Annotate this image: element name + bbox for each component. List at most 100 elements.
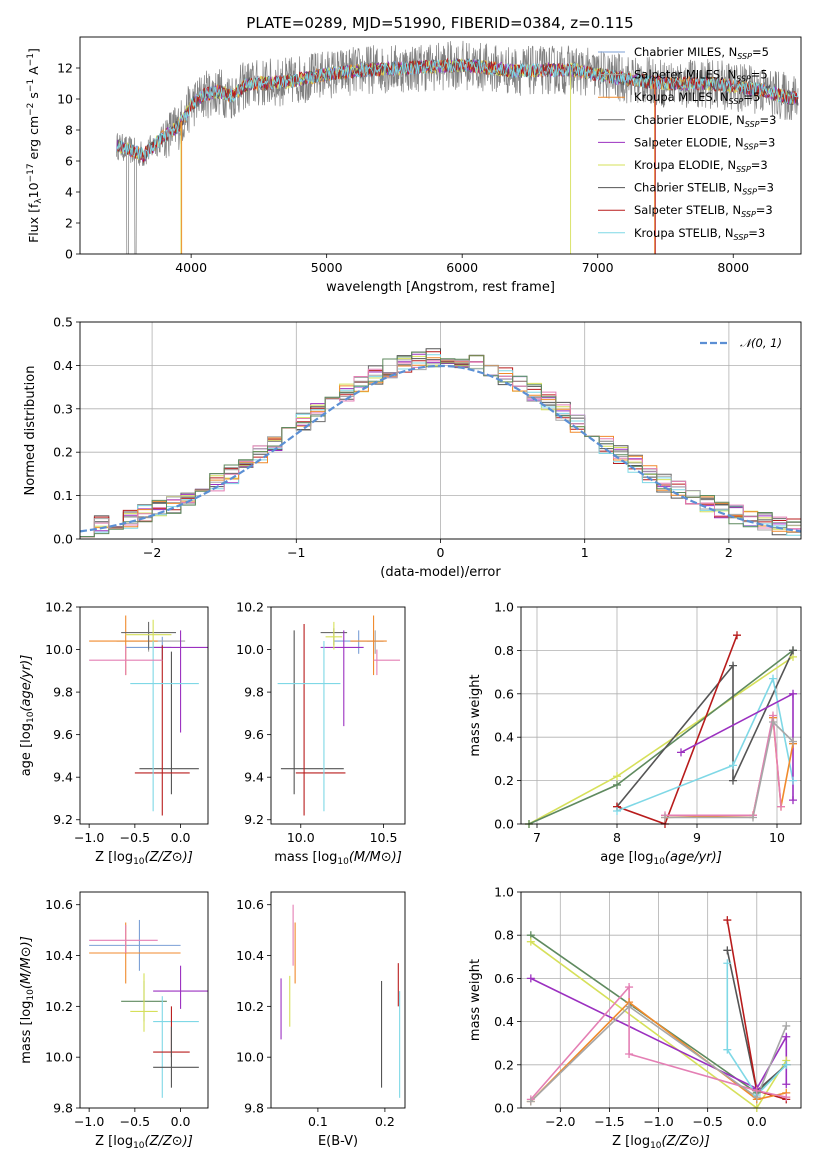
mass-weight-point-marker: [526, 974, 535, 983]
weight_vs_Z-xlabel-sub: 10: [650, 1141, 662, 1151]
legend-entry-rest: =3: [757, 181, 774, 195]
legend-entry-rest: =3: [751, 158, 768, 172]
mass-weight-point-marker: [677, 748, 685, 757]
weight_vs_age-ylabel: mass weight: [468, 674, 483, 756]
residuals-xtick-label: 0: [437, 545, 445, 560]
mass-weight-point-marker: [625, 1002, 634, 1011]
mass-weight-point-marker: [777, 802, 785, 811]
mass_vs_Z-ytick-label: 10.2: [45, 999, 73, 1014]
weight_vs_age-plot-area: [528, 634, 794, 824]
legend-entry-label: Kroupa STELIB, NSSP=3: [634, 226, 765, 242]
mass-weight-point-marker: [769, 718, 777, 727]
age_vs_Z-ylabel-rest: (age/yr)]: [19, 655, 34, 712]
weight_vs_Z-ytick-label: 0.2: [494, 1057, 514, 1072]
legend-entry-label: Kroupa ELODIE, NSSP=3: [634, 158, 768, 174]
normal-distribution-curve: [80, 364, 801, 533]
residuals-ytick-label: 0.1: [53, 488, 73, 503]
legend-entry-sub: SSP: [729, 97, 744, 106]
weight_vs_age-xtick-label: 10: [769, 830, 785, 845]
mass-weight-point-marker: [749, 813, 757, 822]
age_vs_Z-frame: [79, 606, 209, 825]
mass_vs_EBV-axes: 0.1 0.2 9.8 10.0 10.2 10.4 10.6 E(B-V): [236, 891, 406, 1149]
residuals-xtick-label: 2: [725, 545, 733, 560]
age_vs_mass-xtick-label: 10.5: [370, 830, 398, 845]
weight_vs_Z-xtick-label: −1.5: [594, 1114, 624, 1129]
spectrum-legend: Chabrier MILES, NSSP=5 Salpeter MILES, NS…: [598, 45, 776, 242]
residuals-ytick-label: 0.3: [53, 401, 73, 416]
legend-entry-sub: SSP: [734, 233, 749, 242]
age_vs_Z-ytick-label: 9.4: [53, 770, 73, 785]
mass-weight-point-marker: [782, 1060, 791, 1069]
weight_vs_age-ytick-label: 0.6: [494, 686, 514, 701]
spectrum-xtick-label: 5000: [311, 260, 343, 275]
mass-weight-point-marker: [729, 661, 737, 670]
mass_vs_EBV-ytick-label: 10.6: [236, 897, 264, 912]
age_vs_mass-plot-area: [277, 615, 401, 816]
mass_vs_EBV-ytick-label: 10.0: [236, 1050, 264, 1065]
spectrum-xtick-label: 8000: [717, 260, 749, 275]
mass-weight-point-marker: [526, 1097, 535, 1106]
age_vs_mass-ytick-label: 9.2: [244, 812, 264, 827]
legend-entry-label: 𝒩(0, 1): [740, 336, 782, 350]
legend-entry-sub: SSP: [736, 165, 751, 174]
mass-weight-series-line: [726, 963, 787, 1097]
legend-entry-label: Salpeter STELIB, NSSP=3: [634, 203, 773, 219]
weight_vs_Z-frame: [520, 891, 802, 1109]
mass-weight-point-marker: [733, 631, 741, 640]
mass_vs_Z-ylabel-rest: (M/M⊙)]: [19, 936, 34, 989]
spectrum-ytick-label: 12: [57, 61, 73, 76]
weight_vs_age-ytick-label: 0.4: [494, 730, 514, 745]
spectrum-xtick-label: 7000: [582, 260, 614, 275]
mass_vs_EBV-plot-area: [280, 904, 401, 1098]
residuals-plot-area: [80, 348, 801, 538]
legend-entry-sub: SSP: [736, 75, 751, 84]
age_vs_mass-xlabel-rest: (M/M⊙)]: [349, 850, 402, 865]
spectrum-ylabel-part: A: [26, 66, 41, 79]
mass-weight-point-marker: [661, 813, 669, 822]
mass-weight-series-line: [665, 715, 782, 817]
mass-weight-series-line: [616, 676, 794, 812]
age_vs_Z-ytick-label: 9.2: [53, 812, 73, 827]
spectrum-model-line: [116, 57, 799, 160]
spectrum-ytick-label: 6: [65, 154, 73, 169]
spectrum-ylabel-part: 10: [26, 182, 41, 198]
age_vs_Z-ytick-label: 9.6: [53, 727, 73, 742]
spectrum-xlabel: wavelength [Angstrom, rest frame]: [326, 280, 555, 295]
mass_vs_EBV-xlabel: E(B-V): [318, 1134, 358, 1149]
weight_vs_Z-xtick-label: −0.5: [692, 1114, 722, 1129]
mass-weight-point-marker: [729, 776, 737, 785]
weight_vs_Z-ytick-label: 0.8: [494, 928, 514, 943]
weight_vs_Z-xlabel-rest: (Z/Z⊙)]: [662, 1134, 710, 1149]
weight_vs_age-xtick-label: 7: [533, 830, 541, 845]
mass-weight-series-line: [530, 941, 787, 1108]
age_vs_Z-ytick-label: 9.8: [53, 685, 73, 700]
weight_vs_Z-xtick-label: −1.0: [643, 1114, 673, 1129]
mass-weight-series-line: [665, 720, 794, 819]
weight_vs_Z-xlabel: Z [log10(Z/Z⊙)]: [612, 1134, 710, 1151]
spectrum-ylabel-part: s: [26, 92, 41, 103]
age_vs_mass-ytick-label: 9.4: [244, 770, 264, 785]
mass_vs_EBV-frame: [270, 891, 406, 1109]
mass-weight-series-line: [530, 1005, 788, 1103]
mass-weight-series-line: [616, 650, 794, 808]
mass_vs_Z-xlabel: Z [log10(Z/Z⊙)]: [95, 1134, 193, 1151]
age_vs_Z-ytick-label: 10.0: [45, 642, 73, 657]
age_vs_Z-plot-area: [89, 615, 208, 816]
mass_vs_EBV-ytick-label: 10.4: [236, 948, 264, 963]
spectrum-ytick-label: 8: [65, 123, 73, 138]
mass-weight-point-marker: [723, 946, 732, 955]
mass_vs_Z-ytick-label: 10.4: [45, 948, 73, 963]
weight_vs_age-ytick-label: 0.8: [494, 643, 514, 658]
residuals-ytick-label: 0.5: [53, 315, 73, 330]
spectrum-ytick-label: 4: [65, 185, 73, 200]
legend-entry-sub: SSP: [741, 210, 756, 219]
mass_vs_Z-plot-area: [89, 919, 208, 1098]
legend-entry-rest: =5: [752, 45, 769, 59]
residuals-ytick-label: 0.0: [53, 532, 73, 547]
legend-entry-sub: SSP: [744, 142, 759, 151]
mass-weight-point-marker: [789, 776, 797, 785]
legend-entry-sub: SSP: [737, 52, 752, 61]
mass-weight-point-marker: [625, 1050, 634, 1058]
weight_vs_age-ytick-label: 1.0: [494, 600, 514, 615]
